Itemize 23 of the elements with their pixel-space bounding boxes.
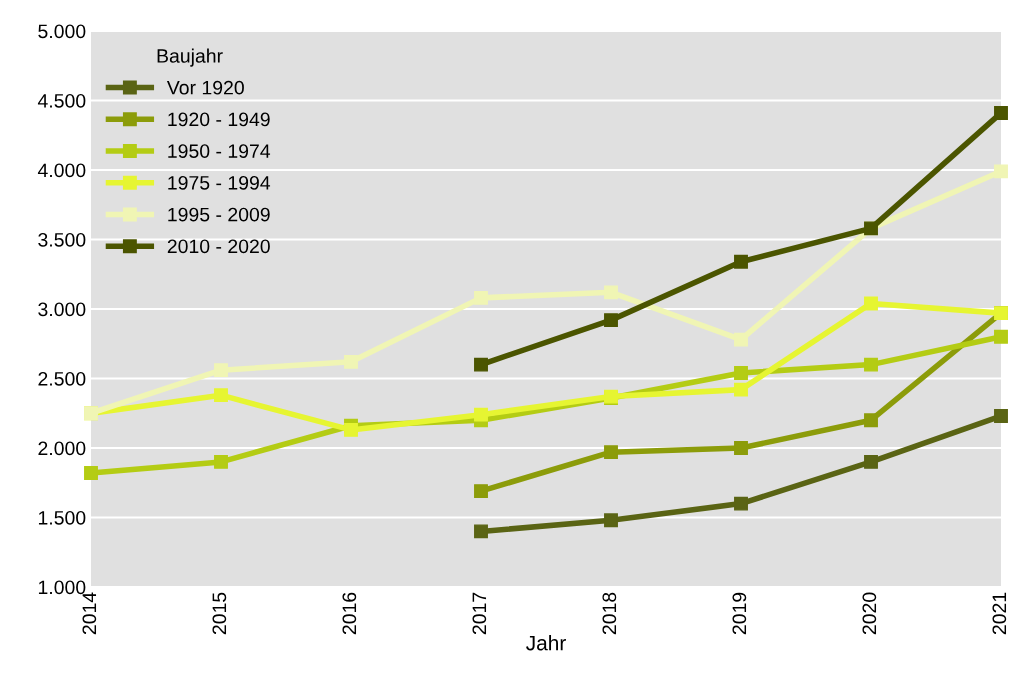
x-tick-label: 2017 [472,592,487,635]
legend-label: 1920 - 1949 [168,112,270,127]
legend-label: 1950 - 1974 [168,144,271,158]
x-axis-title: Jahr [526,635,566,651]
x-tick-label: 2021 [992,592,1007,635]
legend-title: Baujahr [157,48,223,67]
y-tick-label: 3.000 [38,302,86,317]
y-tick-label: 4.000 [37,163,86,178]
legend-label: 2010 - 2020 [167,239,270,254]
x-tick-label: 2020 [862,592,877,635]
y-tick-label: 4.500 [37,93,86,108]
y-tick-label: 1.500 [38,510,86,525]
y-tick-label: 2.000 [38,441,86,456]
x-tick-label: 2018 [602,592,617,635]
y-tick-label: 5.000 [38,24,86,39]
x-tick-label: 2016 [342,592,357,635]
y-tick-label: 2.500 [38,371,86,386]
x-tick-label: 2015 [212,592,227,635]
legend-label: 1975 - 1994 [168,175,271,190]
x-tick-label: 2019 [732,592,747,635]
y-tick-label: 3.500 [38,232,86,247]
legend-label: 1995 - 2009 [168,207,270,222]
legend-label: Vor 1920 [166,80,244,95]
